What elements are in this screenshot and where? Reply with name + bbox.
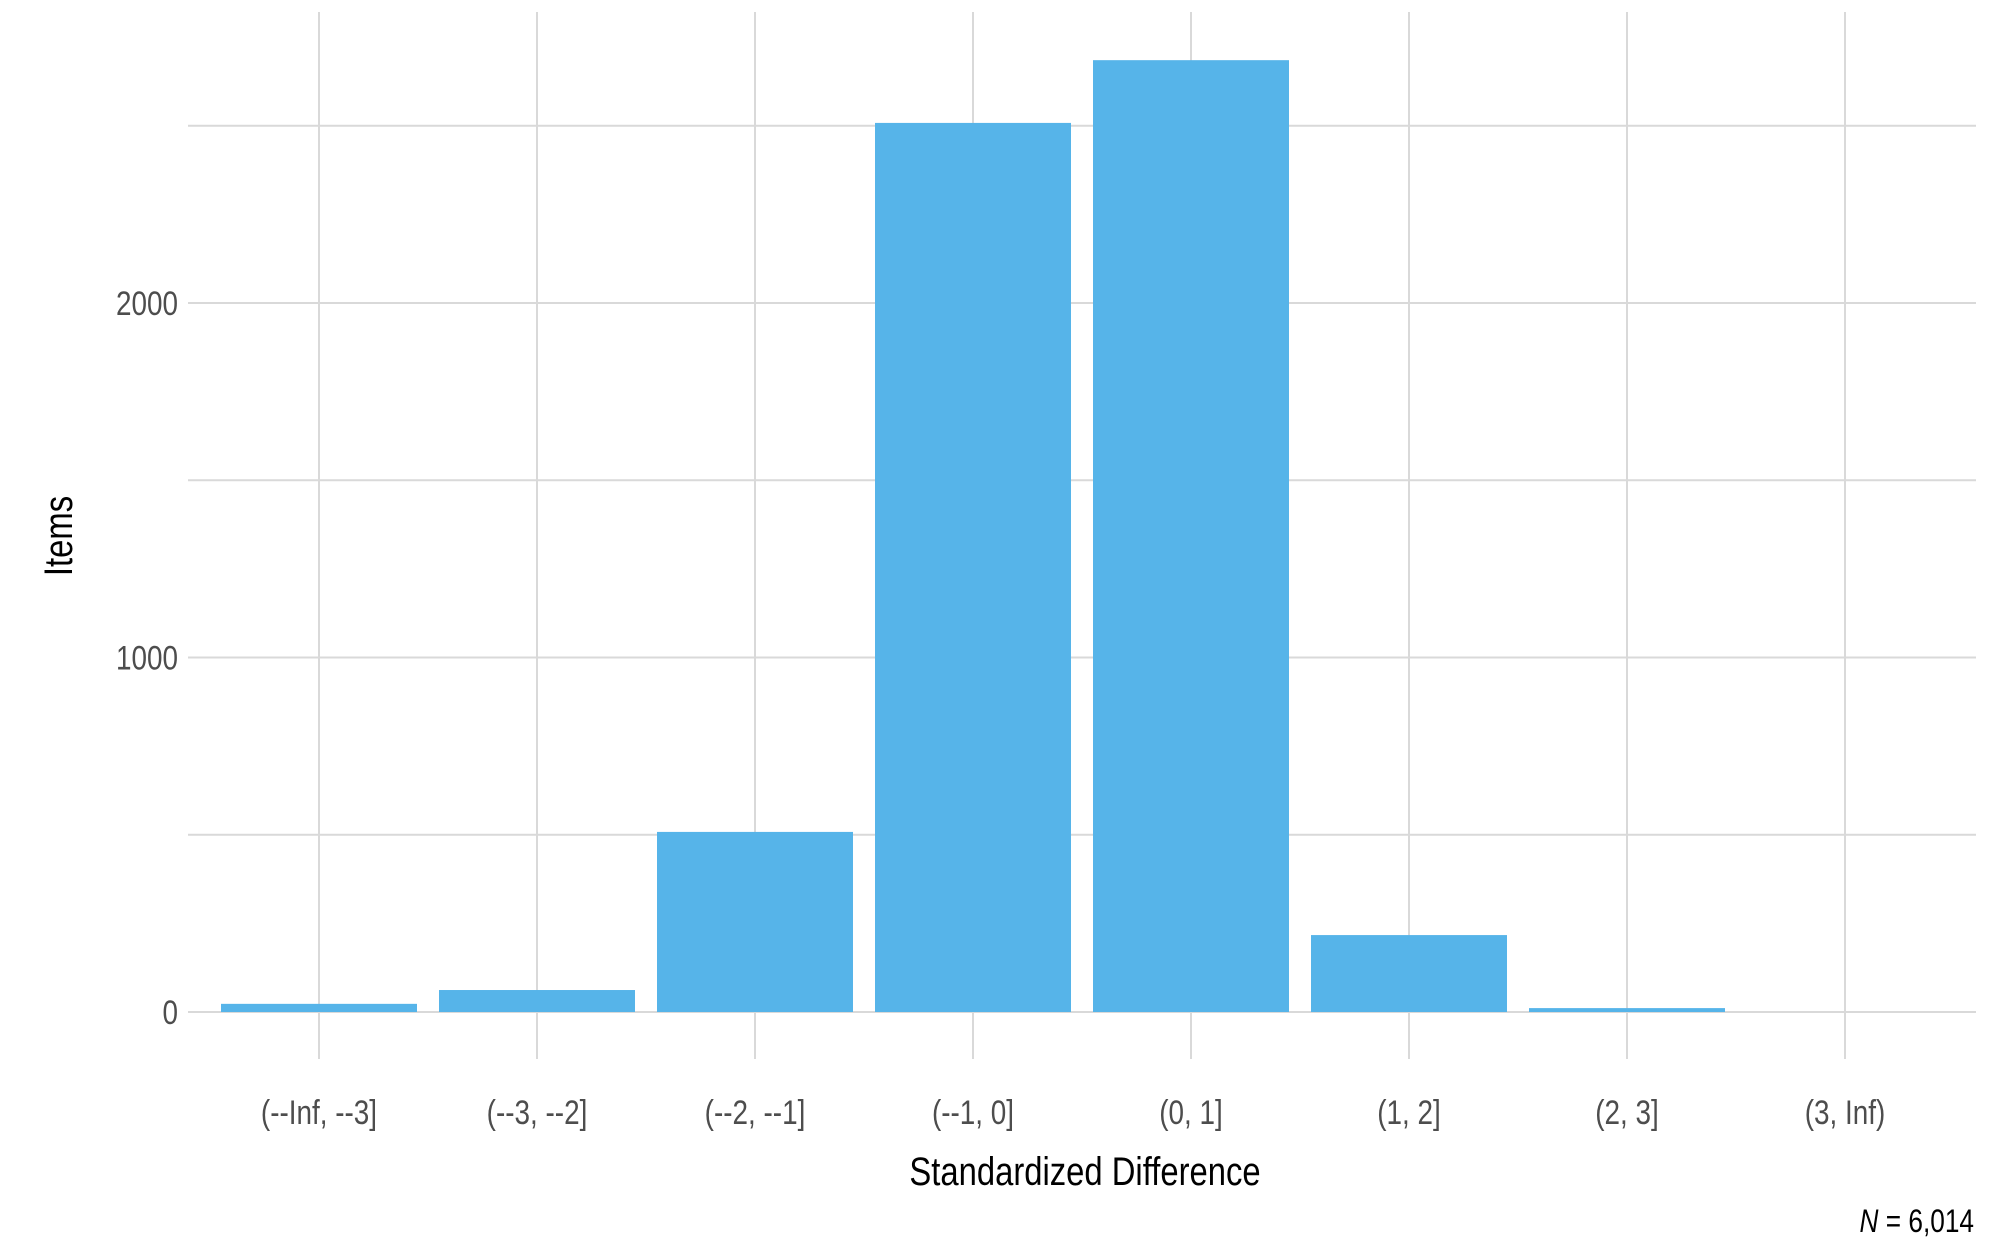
x-tick-label: (2, 3] <box>1595 1093 1659 1131</box>
x-tick-label: (0, 1] <box>1159 1093 1223 1131</box>
bar-0 <box>221 1003 417 1012</box>
bar-2 <box>657 831 853 1012</box>
x-tick-label: (--2, --1] <box>705 1093 806 1131</box>
x-axis-title: Standardized Difference <box>909 1149 1260 1194</box>
bar-1 <box>439 990 635 1012</box>
bar-5 <box>1311 935 1507 1012</box>
caption-value: = 6,014 <box>1878 1205 1974 1240</box>
horizontal-gridlines <box>188 124 1976 1013</box>
x-tick-label: (--1, 0] <box>932 1093 1014 1131</box>
caption-n: N <box>1860 1205 1880 1240</box>
x-axis-tick-labels: (--Inf, --3] (--3, --2] (--2, --1] (--1, 0]… <box>261 1093 1885 1131</box>
sample-size-caption: N = 6,014 <box>1860 1205 1974 1240</box>
x-tick-label: (--Inf, --3] <box>261 1093 377 1131</box>
x-tick-label: (--3, --2] <box>487 1093 588 1131</box>
bar-6 <box>1529 1008 1725 1012</box>
bars <box>221 60 1725 1013</box>
y-tick-label: 1000 <box>116 639 178 677</box>
bar-3 <box>875 122 1071 1012</box>
vertical-gridlines <box>318 12 1846 1059</box>
y-tick-label: 2000 <box>116 284 178 322</box>
y-tick-label: 0 <box>162 993 178 1031</box>
x-tick-label: (1, 2] <box>1377 1093 1441 1131</box>
x-tick-label: (3, Inf) <box>1805 1093 1886 1131</box>
y-axis-tick-labels: 0 1000 2000 <box>116 284 178 1031</box>
y-axis-title: Items <box>36 496 81 576</box>
bar-4 <box>1093 60 1289 1013</box>
